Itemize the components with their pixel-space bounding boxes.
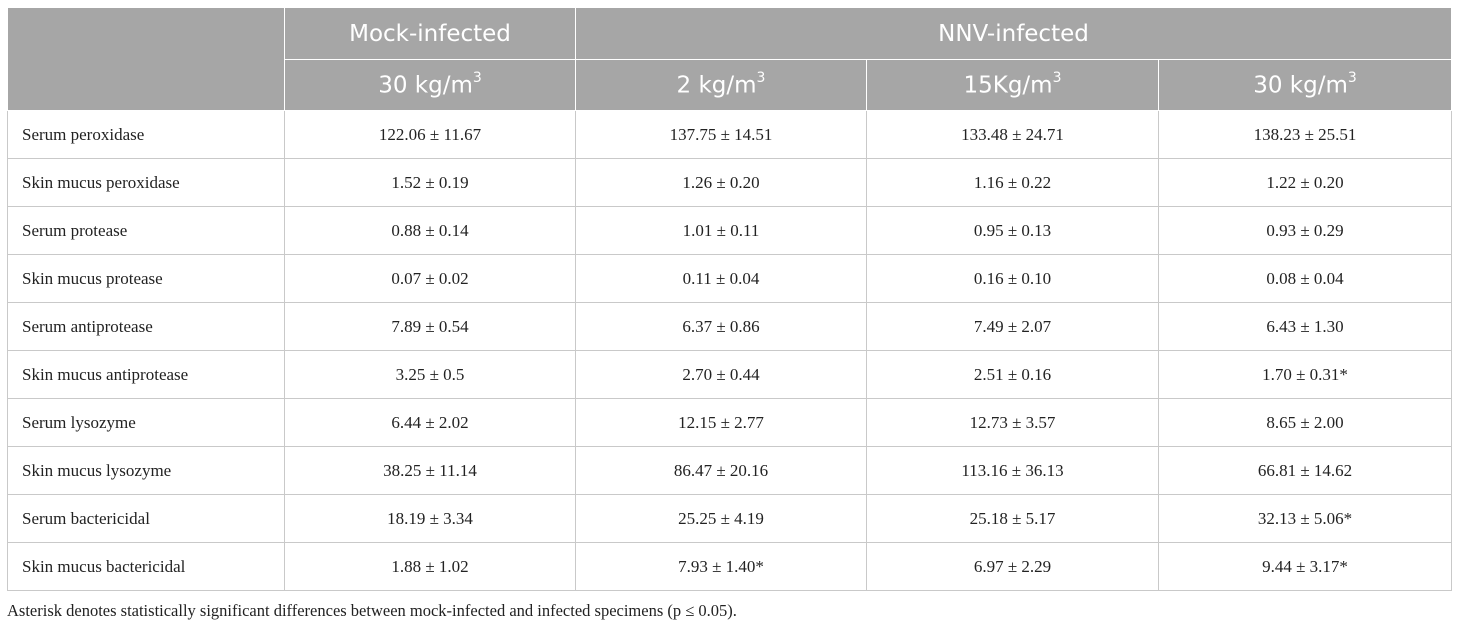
table-cell-value: 12.73 ± 3.57 bbox=[866, 398, 1159, 447]
table-cell-value: 138.23 ± 25.51 bbox=[1158, 110, 1452, 159]
table-cell-value: 137.75 ± 14.51 bbox=[575, 110, 867, 159]
table-cell-value: 1.70 ± 0.31* bbox=[1158, 350, 1452, 399]
row-label: Serum protease bbox=[7, 206, 285, 255]
table-body: Serum peroxidase 122.06 ± 11.67 137.75 ± 1… bbox=[7, 110, 1452, 591]
header-density-nnv-2: 2 kg/m3 bbox=[575, 59, 867, 111]
table-cell-value: 6.43 ± 1.30 bbox=[1158, 302, 1452, 351]
row-label: Skin mucus lysozyme bbox=[7, 446, 285, 495]
header-row-groups: Mock-infected NNV-infected bbox=[7, 7, 1452, 111]
table-cell-value: 18.19 ± 3.34 bbox=[284, 494, 576, 543]
density-base: 30 kg/m bbox=[378, 72, 473, 99]
density-exponent: 3 bbox=[472, 69, 482, 86]
table-row: Skin mucus protease 0.07 ± 0.02 0.11 ± 0.0… bbox=[7, 254, 1452, 303]
table-cell-value: 1.88 ± 1.02 bbox=[284, 542, 576, 591]
header-group-nnv-infected: NNV-infected bbox=[575, 7, 1452, 60]
density-exponent: 3 bbox=[1347, 69, 1357, 86]
data-table: Mock-infected NNV-infected 30 kg/m3 2 kg… bbox=[7, 7, 1452, 591]
table-cell-value: 2.51 ± 0.16 bbox=[866, 350, 1159, 399]
density-exponent: 3 bbox=[756, 69, 766, 86]
table-cell-value: 0.11 ± 0.04 bbox=[575, 254, 867, 303]
table-cell-value: 122.06 ± 11.67 bbox=[284, 110, 576, 159]
row-label: Skin mucus bactericidal bbox=[7, 542, 285, 591]
table-row: Skin mucus bactericidal 1.88 ± 1.02 7.93 ±… bbox=[7, 542, 1452, 591]
density-exponent: 3 bbox=[1052, 69, 1062, 86]
header-density-nnv-30: 30 kg/m3 bbox=[1158, 59, 1452, 111]
table-cell-value: 0.08 ± 0.04 bbox=[1158, 254, 1452, 303]
table-cell-value: 2.70 ± 0.44 bbox=[575, 350, 867, 399]
header-density-mock-30: 30 kg/m3 bbox=[284, 59, 576, 111]
density-base: 15Kg/m bbox=[963, 72, 1053, 99]
table-cell-value: 0.16 ± 0.10 bbox=[866, 254, 1159, 303]
table-cell-value: 38.25 ± 11.14 bbox=[284, 446, 576, 495]
table-cell-value: 8.65 ± 2.00 bbox=[1158, 398, 1452, 447]
table-row: Skin mucus peroxidase 1.52 ± 0.19 1.26 ± 0… bbox=[7, 158, 1452, 207]
row-label: Serum antiprotease bbox=[7, 302, 285, 351]
row-label: Skin mucus protease bbox=[7, 254, 285, 303]
table-row: Serum protease 0.88 ± 0.14 1.01 ± 0.11 0.95… bbox=[7, 206, 1452, 255]
table-row: Serum bactericidal 18.19 ± 3.34 25.25 ± 4.… bbox=[7, 494, 1452, 543]
density-base: 30 kg/m bbox=[1253, 72, 1348, 99]
table-cell-value: 6.44 ± 2.02 bbox=[284, 398, 576, 447]
table-cell-value: 6.37 ± 0.86 bbox=[575, 302, 867, 351]
density-base: 2 kg/m bbox=[676, 72, 757, 99]
table-cell-value: 86.47 ± 20.16 bbox=[575, 446, 867, 495]
table-header: Mock-infected NNV-infected 30 kg/m3 2 kg… bbox=[7, 7, 1452, 111]
table-row: Serum lysozyme 6.44 ± 2.02 12.15 ± 2.77 12.… bbox=[7, 398, 1452, 447]
table-cell-value: 113.16 ± 36.13 bbox=[866, 446, 1159, 495]
data-table-container: Mock-infected NNV-infected 30 kg/m3 2 kg… bbox=[7, 7, 1452, 591]
table-row: Skin mucus antiprotease 3.25 ± 0.5 2.70 ± … bbox=[7, 350, 1452, 399]
row-label: Serum bactericidal bbox=[7, 494, 285, 543]
table-cell-value: 1.16 ± 0.22 bbox=[866, 158, 1159, 207]
table-cell-value: 9.44 ± 3.17* bbox=[1158, 542, 1452, 591]
header-group-mock-infected: Mock-infected bbox=[284, 7, 576, 60]
table-cell-value: 1.52 ± 0.19 bbox=[284, 158, 576, 207]
table-cell-value: 6.97 ± 2.29 bbox=[866, 542, 1159, 591]
table-cell-value: 0.93 ± 0.29 bbox=[1158, 206, 1452, 255]
table-cell-value: 1.01 ± 0.11 bbox=[575, 206, 867, 255]
table-cell-value: 7.89 ± 0.54 bbox=[284, 302, 576, 351]
table-cell-value: 66.81 ± 14.62 bbox=[1158, 446, 1452, 495]
table-row: Serum antiprotease 7.89 ± 0.54 6.37 ± 0.86… bbox=[7, 302, 1452, 351]
table-cell-value: 12.15 ± 2.77 bbox=[575, 398, 867, 447]
table-cell-value: 1.26 ± 0.20 bbox=[575, 158, 867, 207]
table-cell-value: 7.93 ± 1.40* bbox=[575, 542, 867, 591]
table-cell-value: 25.18 ± 5.17 bbox=[866, 494, 1159, 543]
table-cell-value: 0.95 ± 0.13 bbox=[866, 206, 1159, 255]
table-cell-value: 25.25 ± 4.19 bbox=[575, 494, 867, 543]
table-row: Skin mucus lysozyme 38.25 ± 11.14 86.47 ± … bbox=[7, 446, 1452, 495]
table-cell-value: 1.22 ± 0.20 bbox=[1158, 158, 1452, 207]
table-footnote: Asterisk denotes statistically significa… bbox=[7, 601, 737, 620]
table-cell-value: 0.88 ± 0.14 bbox=[284, 206, 576, 255]
table-row: Serum peroxidase 122.06 ± 11.67 137.75 ± 1… bbox=[7, 110, 1452, 159]
table-cell-value: 133.48 ± 24.71 bbox=[866, 110, 1159, 159]
table-cell-value: 0.07 ± 0.02 bbox=[284, 254, 576, 303]
row-label: Skin mucus peroxidase bbox=[7, 158, 285, 207]
table-cell-value: 7.49 ± 2.07 bbox=[866, 302, 1159, 351]
row-label: Serum peroxidase bbox=[7, 110, 285, 159]
header-density-nnv-15: 15Kg/m3 bbox=[866, 59, 1159, 111]
row-label: Serum lysozyme bbox=[7, 398, 285, 447]
header-corner-cell bbox=[7, 7, 285, 111]
table-cell-value: 32.13 ± 5.06* bbox=[1158, 494, 1452, 543]
header-row-densities: 30 kg/m3 2 kg/m3 15Kg/m3 30 kg/m3 bbox=[8, 59, 1452, 111]
table-cell-value: 3.25 ± 0.5 bbox=[284, 350, 576, 399]
row-label: Skin mucus antiprotease bbox=[7, 350, 285, 399]
